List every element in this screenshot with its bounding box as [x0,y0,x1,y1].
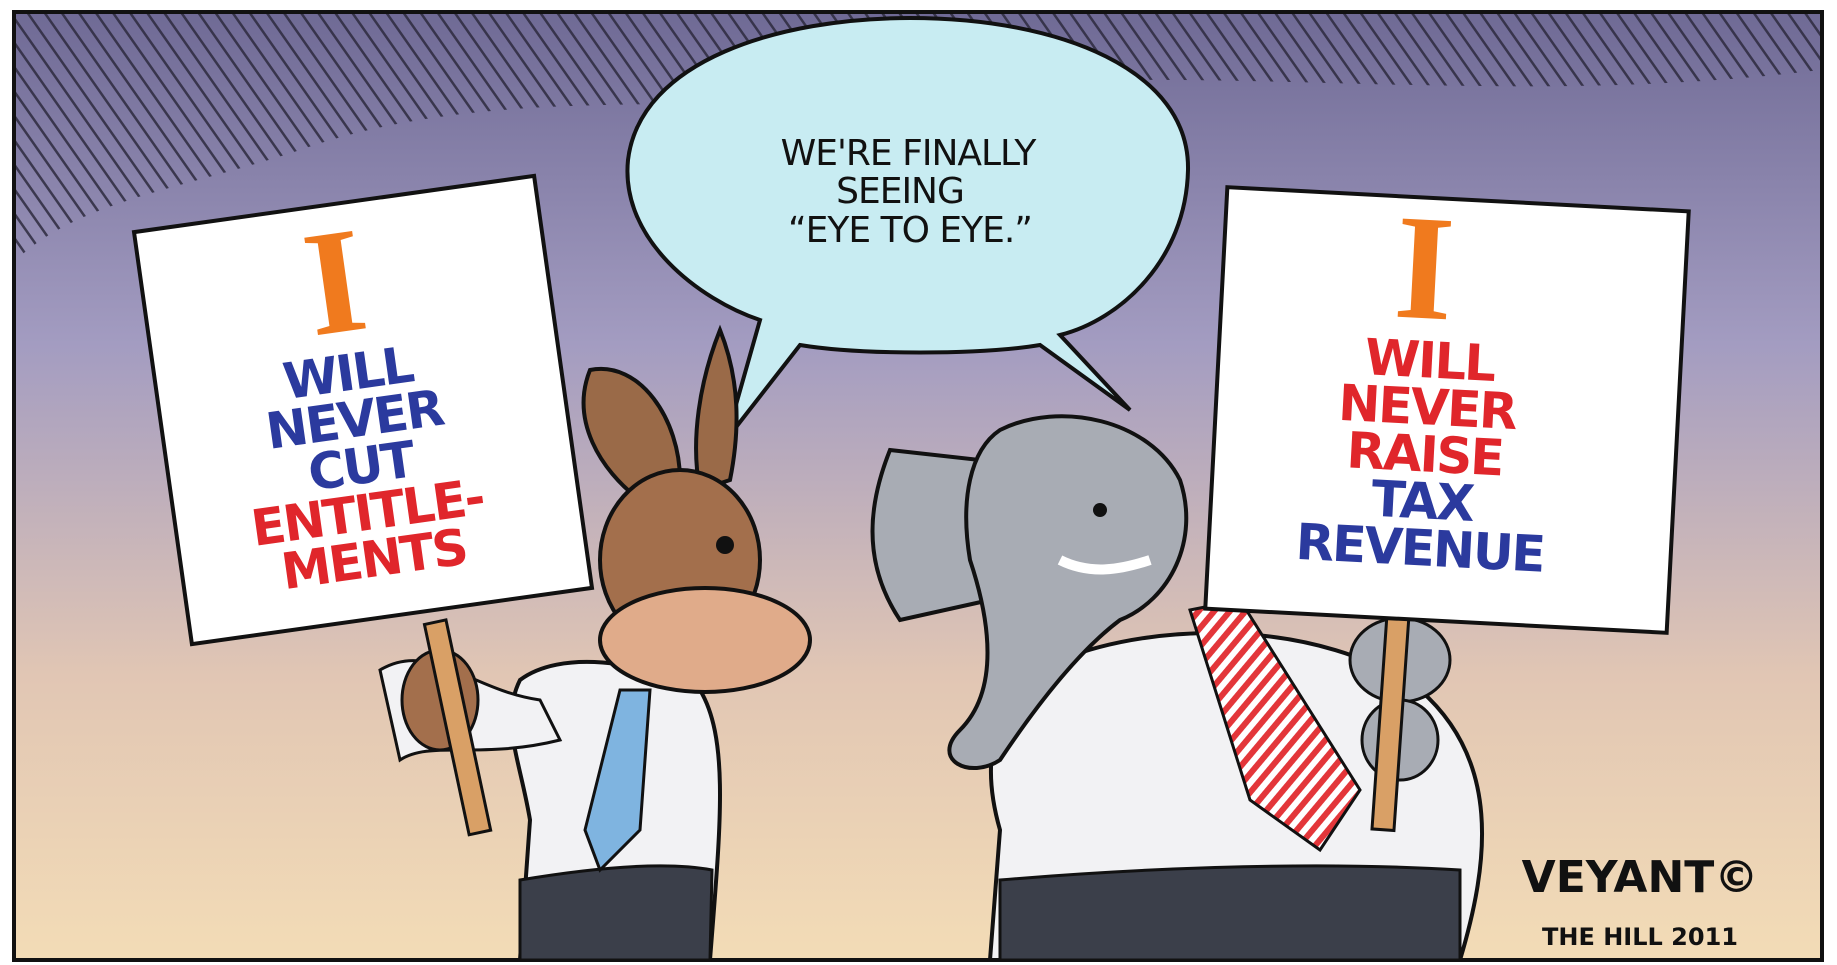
donkey [378,324,812,962]
sign-line: WILL [1363,328,1496,393]
speech-bubble [625,15,1191,442]
bubble-line: SEEING [836,171,964,212]
sign-line: NEVER [1337,374,1519,441]
sign-pronoun: I [1391,184,1458,353]
signature-source: THE HILL 2011 [1542,923,1738,951]
sign-line: REVENUE [1294,513,1545,584]
signature: VEYANT© [1522,852,1759,903]
shading [16,14,1820,260]
sign-line: TAX [1370,470,1476,533]
sign-line: RAISE [1345,421,1504,487]
elephant [870,414,1485,962]
bubble-quote: “EYE TO EYE.” [788,210,1032,251]
bubble-line: WE'RE FINALLY [781,133,1038,174]
